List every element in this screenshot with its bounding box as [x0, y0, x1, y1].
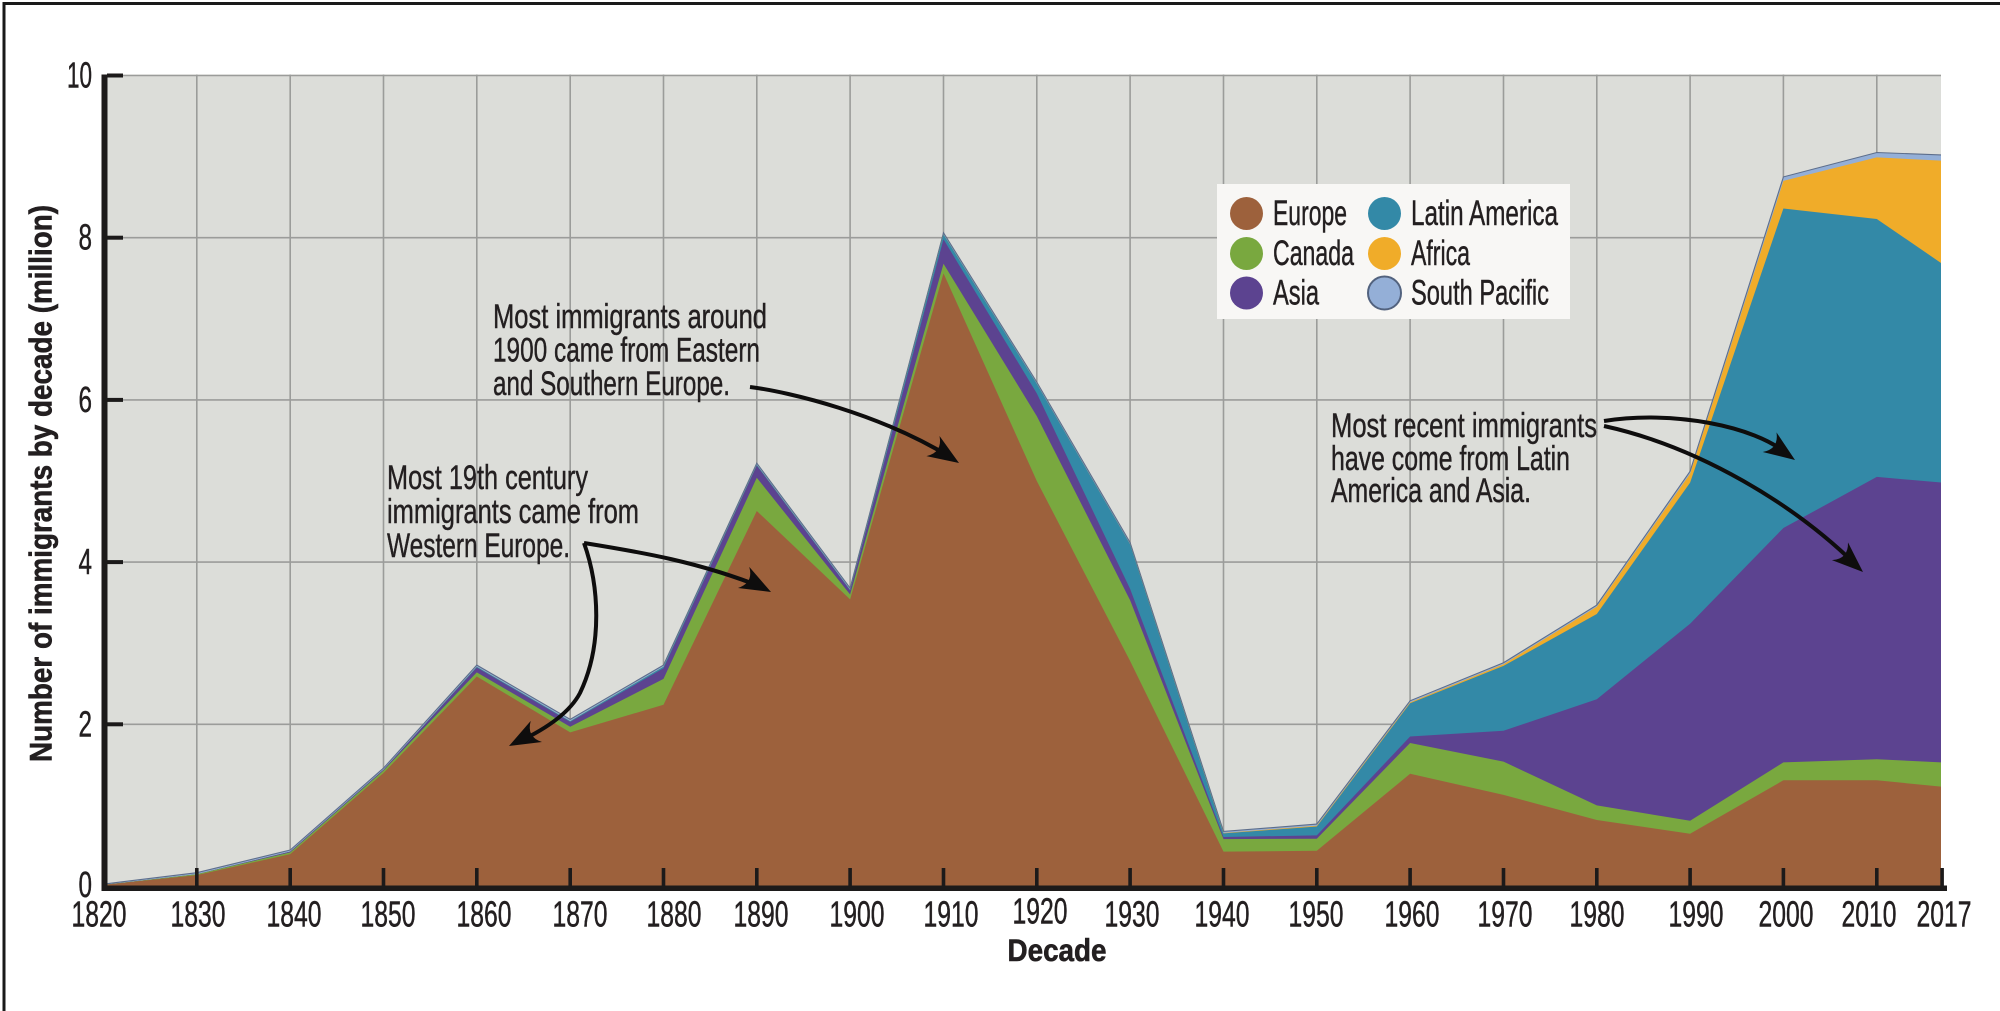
svg-text:2000: 2000 — [1759, 894, 1814, 935]
svg-text:1900: 1900 — [830, 894, 885, 935]
svg-text:8: 8 — [79, 217, 93, 258]
svg-text:1990: 1990 — [1669, 894, 1724, 935]
svg-text:1980: 1980 — [1570, 894, 1625, 935]
svg-text:Most immigrants around: Most immigrants around — [493, 298, 767, 336]
svg-text:6: 6 — [79, 379, 93, 420]
svg-text:immigrants came from: immigrants came from — [387, 493, 639, 531]
svg-text:1870: 1870 — [553, 894, 608, 935]
svg-text:Western Europe.: Western Europe. — [387, 527, 570, 565]
svg-text:1880: 1880 — [647, 894, 702, 935]
svg-text:2017: 2017 — [1917, 894, 1972, 935]
svg-text:Asia: Asia — [1273, 274, 1319, 313]
svg-text:South Pacific: South Pacific — [1411, 274, 1549, 313]
svg-text:1960: 1960 — [1385, 894, 1440, 935]
svg-text:1890: 1890 — [734, 894, 789, 935]
svg-text:1820: 1820 — [72, 894, 127, 935]
svg-text:1920: 1920 — [1013, 891, 1068, 932]
svg-text:Latin America: Latin America — [1411, 194, 1558, 233]
svg-text:1940: 1940 — [1195, 894, 1250, 935]
svg-text:America and Asia.: America and Asia. — [1331, 472, 1531, 510]
svg-text:10: 10 — [67, 55, 92, 96]
svg-text:2010: 2010 — [1842, 894, 1897, 935]
svg-text:Most 19th century: Most 19th century — [387, 459, 588, 497]
svg-text:Europe: Europe — [1273, 194, 1347, 233]
svg-text:Canada: Canada — [1273, 234, 1354, 273]
svg-text:0: 0 — [79, 864, 93, 905]
svg-text:1900 came from Eastern: 1900 came from Eastern — [493, 332, 760, 370]
svg-text:have come from Latin: have come from Latin — [1331, 440, 1570, 478]
svg-text:1860: 1860 — [457, 894, 512, 935]
svg-text:1950: 1950 — [1289, 894, 1344, 935]
svg-text:1840: 1840 — [267, 894, 322, 935]
svg-text:Number of immigrants by decade: Number of immigrants by decade (million) — [23, 205, 59, 762]
svg-text:4: 4 — [79, 541, 93, 582]
svg-text:1970: 1970 — [1478, 894, 1533, 935]
svg-text:1850: 1850 — [361, 894, 416, 935]
svg-text:Decade: Decade — [1008, 932, 1107, 968]
svg-text:Africa: Africa — [1411, 234, 1470, 273]
svg-text:1910: 1910 — [924, 894, 979, 935]
svg-text:and Southern Europe.: and Southern Europe. — [493, 365, 730, 403]
svg-text:Most recent immigrants: Most recent immigrants — [1331, 407, 1597, 445]
svg-text:2: 2 — [79, 703, 93, 744]
svg-text:1830: 1830 — [171, 894, 226, 935]
svg-text:1930: 1930 — [1105, 894, 1160, 935]
